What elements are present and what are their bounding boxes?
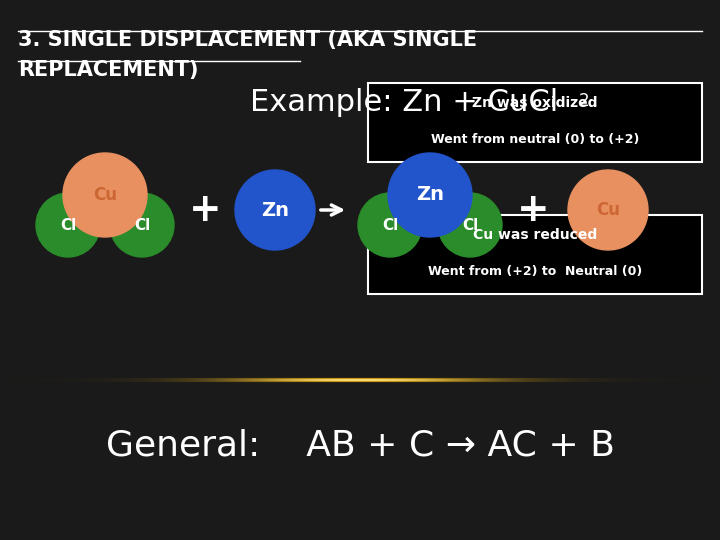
Text: REPLACEMENT): REPLACEMENT) xyxy=(18,60,199,80)
FancyBboxPatch shape xyxy=(368,215,702,294)
Circle shape xyxy=(235,170,315,250)
Text: Cl: Cl xyxy=(462,218,478,233)
Text: 3. SINGLE DISPLACEMENT (AKA SINGLE: 3. SINGLE DISPLACEMENT (AKA SINGLE xyxy=(18,30,477,50)
Text: Cl: Cl xyxy=(134,218,150,233)
Circle shape xyxy=(358,193,422,257)
Text: +: + xyxy=(189,191,221,229)
FancyBboxPatch shape xyxy=(368,83,702,162)
Circle shape xyxy=(438,193,502,257)
Text: +: + xyxy=(517,191,549,229)
Text: Cl: Cl xyxy=(382,218,398,233)
Text: Example: Zn + CuCl: Example: Zn + CuCl xyxy=(250,88,558,117)
Circle shape xyxy=(36,193,100,257)
Text: General:    AB + C → AC + B: General: AB + C → AC + B xyxy=(106,428,614,462)
Text: Zn was oxidized: Zn was oxidized xyxy=(472,96,598,110)
Circle shape xyxy=(110,193,174,257)
Text: 2: 2 xyxy=(579,92,590,110)
Text: Went from (+2) to  Neutral (0): Went from (+2) to Neutral (0) xyxy=(428,266,642,279)
Text: Went from neutral (0) to (+2): Went from neutral (0) to (+2) xyxy=(431,133,639,146)
Text: Cu: Cu xyxy=(93,186,117,204)
Circle shape xyxy=(568,170,648,250)
Circle shape xyxy=(63,153,147,237)
Text: Cu: Cu xyxy=(596,201,620,219)
Text: Cu was reduced: Cu was reduced xyxy=(473,228,597,242)
Text: Cl: Cl xyxy=(60,218,76,233)
Text: Zn: Zn xyxy=(416,186,444,205)
Text: Zn: Zn xyxy=(261,200,289,219)
Circle shape xyxy=(388,153,472,237)
